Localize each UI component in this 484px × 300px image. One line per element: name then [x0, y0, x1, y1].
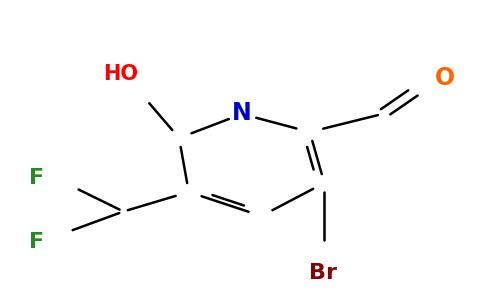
Text: F: F	[29, 169, 44, 188]
Text: HO: HO	[104, 64, 138, 83]
Text: F: F	[29, 232, 44, 251]
Text: N: N	[232, 100, 252, 124]
Text: O: O	[435, 66, 455, 90]
Text: Br: Br	[309, 263, 337, 283]
